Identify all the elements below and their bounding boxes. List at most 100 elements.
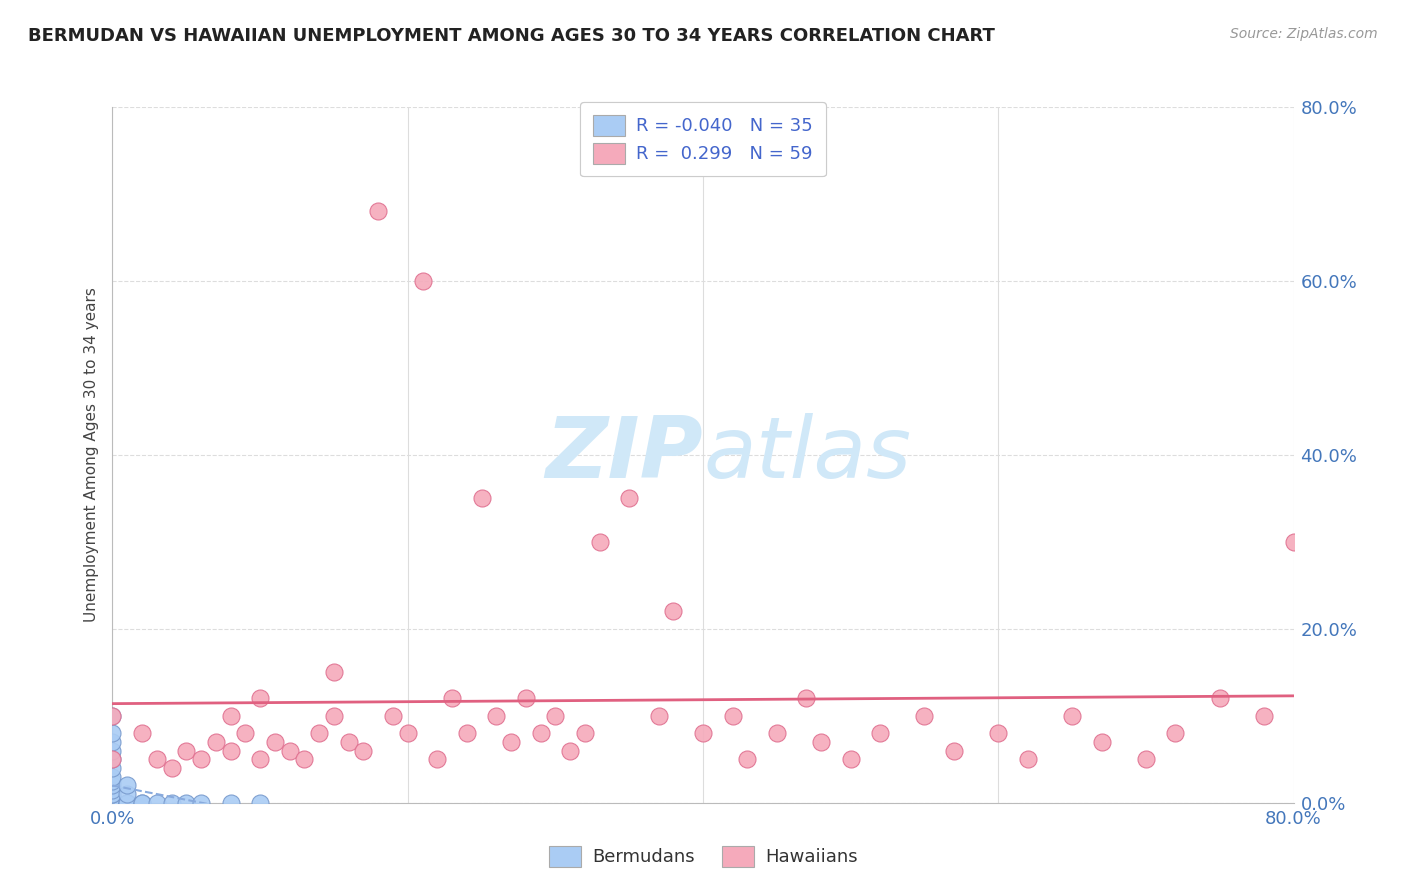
Point <box>233 726 256 740</box>
Point <box>117 796 138 810</box>
Point <box>914 708 936 723</box>
Point <box>101 791 124 805</box>
Point <box>101 735 124 749</box>
Point <box>249 796 271 810</box>
Point <box>1164 726 1187 740</box>
Point <box>411 274 433 288</box>
Point <box>544 708 567 723</box>
Point <box>323 665 346 680</box>
Point <box>205 735 228 749</box>
Point <box>101 791 124 805</box>
Point <box>485 708 508 723</box>
Point <box>264 735 287 749</box>
Point <box>117 796 138 810</box>
Point <box>101 796 124 810</box>
Point <box>367 204 389 219</box>
Point <box>101 796 124 810</box>
Point <box>131 726 153 740</box>
Point <box>219 744 242 758</box>
Text: atlas: atlas <box>703 413 911 497</box>
Point <box>249 752 271 766</box>
Legend: R = -0.040   N = 35, R =  0.299   N = 59: R = -0.040 N = 35, R = 0.299 N = 59 <box>581 103 825 177</box>
Point <box>174 796 197 810</box>
Point <box>588 534 610 549</box>
Point <box>1091 735 1114 749</box>
Point <box>131 796 153 810</box>
Legend: Bermudans, Hawaiians: Bermudans, Hawaiians <box>541 838 865 874</box>
Point <box>456 726 478 740</box>
Point <box>529 726 551 740</box>
Point <box>1135 752 1157 766</box>
Point <box>101 796 124 810</box>
Point <box>146 752 169 766</box>
Point <box>470 491 494 506</box>
Point <box>692 726 714 740</box>
Point <box>160 796 183 810</box>
Point <box>1208 691 1232 706</box>
Point <box>396 726 419 740</box>
Point <box>558 744 582 758</box>
Point <box>174 744 197 758</box>
Point <box>101 761 124 775</box>
Point <box>117 778 138 792</box>
Point <box>515 691 537 706</box>
Point <box>501 735 523 749</box>
Point <box>101 796 124 810</box>
Point <box>190 752 212 766</box>
Point <box>441 691 464 706</box>
Point <box>101 770 124 784</box>
Point <box>101 752 124 766</box>
Point <box>131 796 153 810</box>
Point <box>382 708 405 723</box>
Point <box>101 752 124 766</box>
Point <box>101 782 124 797</box>
Point <box>101 787 124 801</box>
Point <box>839 752 862 766</box>
Point <box>101 796 124 810</box>
Point <box>1062 708 1084 723</box>
Point <box>426 752 449 766</box>
Point <box>219 708 242 723</box>
Point <box>160 761 183 775</box>
Point <box>117 787 138 801</box>
Point <box>352 744 374 758</box>
Point <box>1282 534 1305 549</box>
Point <box>101 744 124 758</box>
Point <box>647 708 671 723</box>
Text: Source: ZipAtlas.com: Source: ZipAtlas.com <box>1230 27 1378 41</box>
Point <box>101 787 124 801</box>
Point <box>117 796 138 810</box>
Point <box>101 726 124 740</box>
Point <box>942 744 965 758</box>
Point <box>766 726 789 740</box>
Point <box>101 796 124 810</box>
Y-axis label: Unemployment Among Ages 30 to 34 years: Unemployment Among Ages 30 to 34 years <box>83 287 98 623</box>
Point <box>292 752 315 766</box>
Point <box>619 491 641 506</box>
Point <box>810 735 832 749</box>
Point <box>1017 752 1039 766</box>
Point <box>337 735 360 749</box>
Text: ZIP: ZIP <box>546 413 703 497</box>
Point <box>249 691 271 706</box>
Point <box>323 708 346 723</box>
Point <box>101 796 124 810</box>
Point <box>190 796 212 810</box>
Point <box>308 726 330 740</box>
Point <box>278 744 301 758</box>
Point <box>219 796 242 810</box>
Text: BERMUDAN VS HAWAIIAN UNEMPLOYMENT AMONG AGES 30 TO 34 YEARS CORRELATION CHART: BERMUDAN VS HAWAIIAN UNEMPLOYMENT AMONG … <box>28 27 995 45</box>
Point <box>101 774 124 789</box>
Point <box>987 726 1010 740</box>
Point <box>737 752 759 766</box>
Point <box>662 605 685 619</box>
Point <box>101 708 124 723</box>
Point <box>574 726 596 740</box>
Point <box>869 726 891 740</box>
Point <box>101 778 124 792</box>
Point <box>1253 708 1275 723</box>
Point <box>101 708 124 723</box>
Point <box>721 708 744 723</box>
Point <box>796 691 818 706</box>
Point <box>146 796 169 810</box>
